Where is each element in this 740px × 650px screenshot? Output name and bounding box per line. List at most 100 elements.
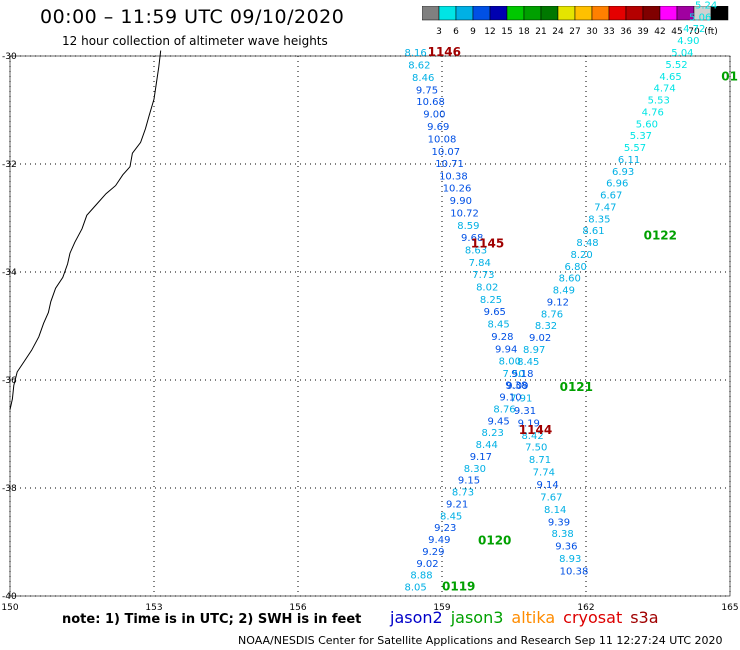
colorbar-label: 12 [484, 27, 495, 37]
longitude-tick-label: 156 [289, 603, 306, 610]
wave-height-value: 9.36 [555, 542, 577, 553]
wave-height-value: 9.68 [461, 233, 483, 244]
wave-height-value: 8.45 [517, 357, 539, 368]
latitude-tick-label: -38 [2, 484, 17, 494]
longitude-tick-label: 150 [1, 603, 18, 610]
wave-height-value: 4.72 [683, 24, 705, 35]
wave-height-value: 9.23 [434, 523, 456, 534]
pass-time-label: 0120 [478, 534, 511, 548]
wave-height-value: 8.16 [404, 48, 426, 59]
colorbar-label: 27 [569, 27, 580, 37]
colorbar-label: 39 [637, 27, 649, 37]
colorbar-label: 33 [603, 27, 614, 37]
wave-height-value: 7.73 [472, 270, 494, 281]
wave-height-value: 5.57 [624, 143, 646, 154]
wave-height-value: 8.25 [480, 295, 502, 306]
wave-height-value: 8.38 [551, 529, 573, 540]
wave-height-value: 9.31 [514, 406, 536, 417]
wave-height-value: 10.68 [416, 97, 445, 108]
wave-height-value: 9.39 [548, 517, 570, 528]
wave-height-value: 9.10 [499, 393, 521, 404]
wave-height-value: 4.65 [659, 72, 681, 83]
longitude-tick-label: 159 [433, 603, 450, 610]
wave-height-value: 5.04 [671, 48, 693, 59]
wave-height-value: 10.08 [428, 134, 457, 145]
track-b: 8.058.889.029.299.499.238.459.218.739.15… [404, 0, 717, 593]
wave-height-value: 8.76 [541, 309, 563, 320]
wave-height-value: 6.67 [600, 191, 622, 202]
wave-height-value: 5.53 [648, 96, 670, 107]
colorbar-label: 9 [470, 27, 476, 37]
colorbar-label: 30 [586, 27, 598, 37]
colorbar-label: 24 [552, 27, 564, 37]
coastline [9, 50, 162, 410]
wave-height-value: 8.60 [559, 274, 581, 285]
longitude-tick-label: 162 [577, 603, 594, 610]
colorbar-label: 42 [654, 27, 665, 37]
map-grid [9, 55, 731, 597]
wave-height-value: 7.84 [469, 258, 491, 269]
wave-height-value: 8.35 [588, 214, 610, 225]
legend-s3a: s3a [630, 608, 659, 627]
wave-height-value: 5.24 [695, 0, 717, 11]
longitude-tick-label: 153 [145, 603, 162, 610]
wave-height-value: 8.45 [440, 511, 462, 522]
legend-cryosat: cryosat [563, 608, 623, 627]
wave-height-value: 7.47 [594, 202, 616, 213]
wave-height-value: 7.67 [540, 492, 562, 503]
wave-height-value: 9.12 [547, 297, 569, 308]
wave-height-value: 9.28 [491, 332, 513, 343]
wave-height-value: 7.50 [502, 369, 524, 380]
wave-height-value: 9.69 [427, 122, 449, 133]
colorbar-label: 18 [518, 27, 530, 37]
wave-height-value: 8.97 [523, 345, 545, 356]
credit-line: NOAA/NESDIS Center for Satellite Applica… [238, 634, 723, 647]
pass-time-label: 0119 [442, 580, 475, 594]
wave-height-value: 4.90 [677, 36, 699, 47]
wave-height-value: 5.37 [630, 131, 652, 142]
pass-time-label: 1144 [519, 423, 552, 437]
wave-height-value: 8.71 [529, 455, 551, 466]
legend-jason3: jason3 [450, 608, 504, 627]
color-scale-bar: 3 6 9 12 15 18 21 24 27 30 33 36 39 42 45 70 (ft) [422, 6, 729, 37]
wave-height-value: 9.49 [428, 535, 450, 546]
wave-height-value: 10.26 [443, 184, 472, 195]
wave-height-value: 9.09 [506, 381, 528, 392]
legend-altika: altika [511, 608, 556, 627]
track-a: 8.168.628.469.7510.689.009.6910.0810.071… [404, 48, 588, 577]
wave-height-value: 10.72 [450, 208, 479, 219]
wave-height-value: 10.07 [431, 147, 460, 158]
wave-height-value: 8.45 [487, 320, 509, 331]
wave-height-value: 9.19 [518, 418, 540, 429]
wave-height-value: 8.48 [576, 238, 598, 249]
wave-height-value: 8.02 [476, 282, 498, 293]
wave-height-value: 8.49 [553, 286, 575, 297]
units-note: note: 1) Time is in UTC; 2) SWH is in fe… [62, 612, 362, 627]
wave-height-map: 150 153 156 159 162 165-30-32-34-36-38-408.16… [1, 0, 738, 610]
wave-height-value: 10.38 [560, 566, 589, 577]
wave-height-value: 9.02 [529, 333, 551, 344]
wave-height-value: 9.45 [487, 416, 509, 427]
wave-height-value: 7.74 [533, 468, 555, 479]
page-title: 00:00 – 11:59 UTC 09/10/2020 [40, 6, 345, 28]
wave-height-value: 9.65 [484, 307, 506, 318]
colorbar-label: (ft) [704, 27, 718, 37]
wave-height-value: 6.93 [612, 167, 634, 178]
colorbar-label: 6 [453, 27, 459, 37]
wave-height-value: 8.62 [408, 60, 430, 71]
wave-height-value: 8.88 [410, 571, 432, 582]
pass-time-label: 0121 [560, 380, 593, 394]
wave-height-value: 8.14 [544, 505, 566, 516]
pass-time-label: 0122 [644, 229, 677, 243]
colorbar-label: 21 [535, 27, 546, 37]
wave-height-value: 5.06 [689, 12, 711, 23]
wave-height-value: 9.90 [450, 196, 472, 207]
wave-height-value: 10.38 [439, 172, 468, 183]
wave-height-value: 8.30 [464, 464, 486, 475]
wave-height-value: 9.29 [422, 547, 444, 558]
latitude-tick-label: -32 [2, 160, 17, 170]
wave-height-value: 8.76 [493, 404, 515, 415]
wave-height-value: 8.44 [476, 440, 498, 451]
colorbar-label: 70 [688, 27, 700, 37]
wave-height-value: 9.21 [446, 499, 468, 510]
